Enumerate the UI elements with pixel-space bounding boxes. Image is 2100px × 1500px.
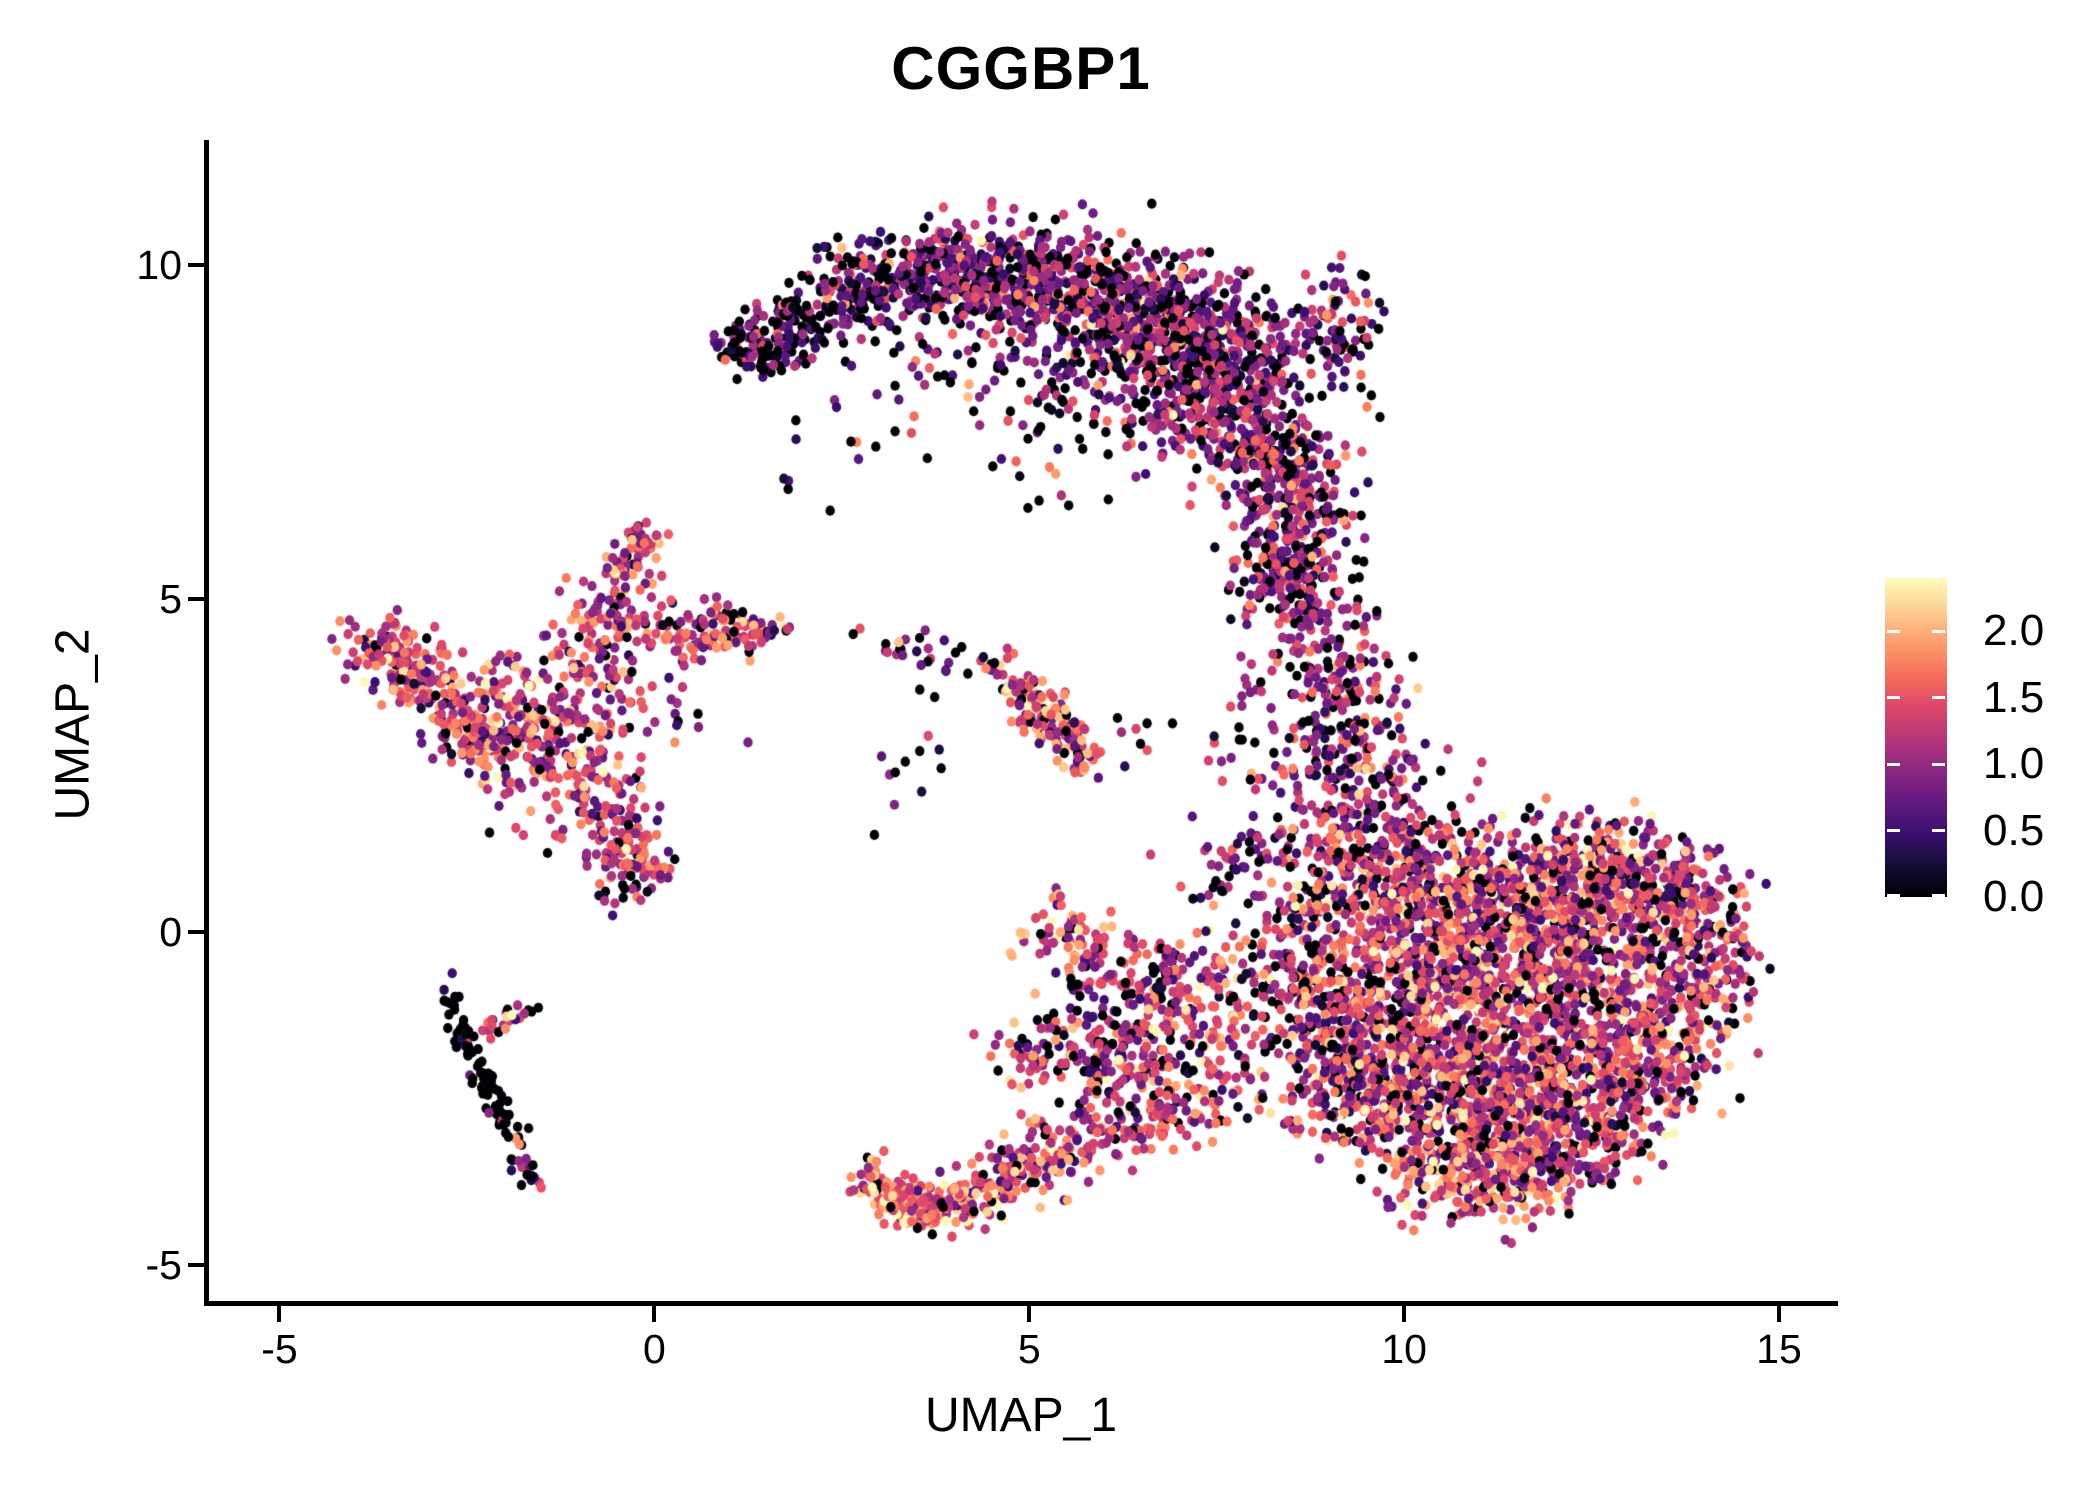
y-tick-label: 10 [136,242,182,289]
x-tick-label: -5 [261,1326,298,1372]
colorbar-gradient [1885,578,1947,897]
x-axis-title: UMAP_1 [924,1389,1118,1442]
colorbar-tick-mark [1932,762,1945,766]
colorbar-tick-mark [1932,629,1945,633]
x-tick-mark [277,1306,282,1322]
x-tick-label: 0 [642,1326,666,1372]
y-tick-mark [188,596,204,601]
x-tick-label: 5 [1017,1326,1041,1372]
colorbar-tick-label: 0.5 [1983,805,2045,855]
colorbar-tick-mark [1887,894,1900,897]
y-tick-mark [188,929,204,934]
y-axis-title: UMAP_2 [46,628,100,821]
x-tick-label: 10 [1381,1326,1427,1372]
x-axis-line [204,1301,1838,1306]
colorbar-tick-mark [1932,696,1945,700]
colorbar-tick-mark [1887,762,1900,766]
colorbar-tick-mark [1932,894,1945,897]
y-tick-label: 5 [159,575,182,622]
x-tick-mark [1402,1306,1407,1322]
x-tick-mark [652,1306,657,1322]
colorbar-tick-label: 1.5 [1983,672,2045,722]
colorbar-tick-label: 1.0 [1983,739,2045,789]
colorbar-tick-mark [1887,696,1900,700]
y-tick-label: 0 [159,908,182,955]
x-tick-mark [1777,1306,1782,1322]
colorbar-tick-mark [1932,829,1945,833]
colorbar-tick-mark [1887,629,1900,633]
x-tick-mark [1027,1306,1032,1322]
colorbar-tick-mark [1887,829,1900,833]
colorbar-tick-label: 0.0 [1983,872,2045,921]
x-tick-label: 15 [1756,1326,1802,1372]
y-tick-label: -5 [145,1242,182,1288]
y-tick-mark [188,263,204,268]
y-axis-line [204,140,209,1306]
colorbar-tick-label: 2.0 [1983,606,2045,656]
y-tick-mark [188,1263,204,1267]
